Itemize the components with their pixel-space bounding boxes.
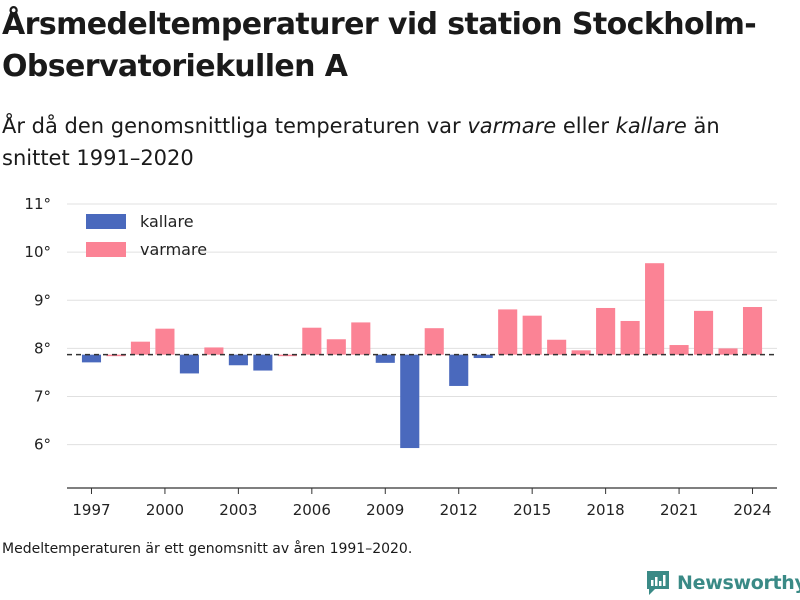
axes: 6° 7° 8° 9° 10° 11° 1997 2000 2003 2006 2009 2012 20…: [24, 195, 777, 519]
bar-2000: [155, 328, 175, 355]
bar-2006: [302, 327, 322, 355]
bar-2008: [351, 322, 371, 355]
bar-chart: 6° 7° 8° 9° 10° 11° 1997 2000 2003 2006 2009 2012 20…: [24, 195, 777, 519]
newsworthy-chart-icon: [647, 571, 669, 595]
x-tick-label: 2012: [440, 501, 478, 519]
bars: [81, 263, 763, 449]
x-tick-label: 1997: [72, 501, 110, 519]
x-tick-label: 2021: [660, 501, 698, 519]
bar-2024: [742, 307, 763, 355]
bar-2013: [473, 354, 493, 359]
bar-2023: [718, 348, 738, 355]
legend-swatch-varmare: [86, 242, 126, 257]
subtitle-warmer: varmare: [467, 114, 557, 138]
x-tick-label: 2000: [146, 501, 184, 519]
y-tick-label: 6°: [34, 436, 51, 454]
x-tick-label: 2003: [219, 501, 257, 519]
bar-2019: [620, 320, 640, 355]
bar-2003: [228, 354, 248, 366]
chart-subtitle: År då den genomsnittliga temperaturen va…: [2, 110, 792, 174]
bar-2015: [522, 315, 542, 355]
bar-2016: [547, 339, 567, 355]
bar-2018: [596, 307, 616, 355]
bar-1998: [106, 354, 126, 357]
bar-2021: [669, 345, 689, 355]
bar-1999: [130, 341, 150, 355]
x-tick-label: 2015: [513, 501, 551, 519]
bar-2007: [326, 339, 346, 355]
y-tick-label: 10°: [24, 243, 51, 261]
legend-swatch-kallare: [86, 214, 126, 229]
bar-2009: [375, 354, 395, 363]
legend-label-varmare: varmare: [140, 240, 207, 259]
x-tick-label: 2018: [587, 501, 625, 519]
bar-2004: [253, 354, 273, 371]
chart-title: Årsmedeltemperaturer vid station Stockho…: [2, 7, 757, 84]
bar-2020: [645, 263, 665, 355]
y-tick-label: 8°: [34, 339, 51, 357]
bar-2001: [179, 354, 199, 374]
y-tick-label: 9°: [34, 291, 51, 309]
bar-2022: [694, 310, 714, 355]
x-tick-label: 2006: [293, 501, 331, 519]
legend-label-kallare: kallare: [140, 212, 194, 231]
bar-2005: [277, 354, 297, 357]
y-tick-label: 7°: [34, 388, 51, 406]
x-tick-label: 2024: [733, 501, 771, 519]
logo-text: Newsworthy: [677, 572, 800, 594]
subtitle-suffix: än snittet 1991–2020: [2, 114, 720, 170]
newsworthy-logo: Newsworthy: [645, 568, 800, 598]
subtitle-colder: kallare: [615, 114, 687, 138]
subtitle-middle: eller: [556, 114, 616, 138]
bar-2011: [424, 328, 444, 355]
bar-2012: [449, 354, 469, 386]
bar-2010: [400, 354, 420, 449]
bar-2002: [204, 347, 224, 355]
bar-2014: [498, 309, 518, 355]
footnote: Medeltemperaturen är ett genomsnitt av å…: [2, 541, 413, 557]
bar-1997: [81, 354, 102, 363]
y-tick-label: 11°: [24, 195, 51, 213]
bar-2017: [571, 350, 591, 355]
legend: kallare varmare: [86, 212, 207, 259]
x-tick-label: 2009: [366, 501, 404, 519]
subtitle-prefix: År då den genomsnittliga temperaturen va…: [2, 114, 468, 138]
